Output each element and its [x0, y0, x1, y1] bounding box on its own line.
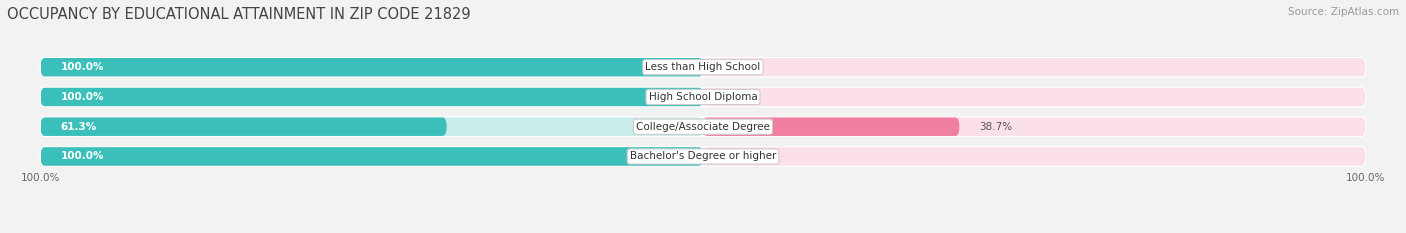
Text: 61.3%: 61.3% — [60, 122, 97, 132]
Text: 100.0%: 100.0% — [60, 62, 104, 72]
FancyBboxPatch shape — [703, 58, 1365, 76]
FancyBboxPatch shape — [41, 88, 1365, 106]
Text: OCCUPANCY BY EDUCATIONAL ATTAINMENT IN ZIP CODE 21829: OCCUPANCY BY EDUCATIONAL ATTAINMENT IN Z… — [7, 7, 471, 22]
FancyBboxPatch shape — [41, 147, 703, 166]
FancyBboxPatch shape — [41, 58, 1365, 76]
Text: 100.0%: 100.0% — [21, 173, 60, 183]
FancyBboxPatch shape — [703, 117, 959, 136]
FancyBboxPatch shape — [41, 147, 1365, 166]
FancyBboxPatch shape — [41, 88, 703, 106]
Text: 100.0%: 100.0% — [60, 151, 104, 161]
FancyBboxPatch shape — [703, 88, 1365, 106]
Text: Source: ZipAtlas.com: Source: ZipAtlas.com — [1288, 7, 1399, 17]
Text: 38.7%: 38.7% — [979, 122, 1012, 132]
FancyBboxPatch shape — [41, 58, 703, 76]
FancyBboxPatch shape — [41, 147, 703, 166]
Text: 100.0%: 100.0% — [60, 92, 104, 102]
FancyBboxPatch shape — [41, 117, 1365, 136]
Legend: Owner-occupied, Renter-occupied: Owner-occupied, Renter-occupied — [582, 230, 824, 233]
Text: High School Diploma: High School Diploma — [648, 92, 758, 102]
FancyBboxPatch shape — [41, 58, 703, 76]
Text: College/Associate Degree: College/Associate Degree — [636, 122, 770, 132]
FancyBboxPatch shape — [703, 147, 1365, 166]
FancyBboxPatch shape — [41, 117, 447, 136]
FancyBboxPatch shape — [41, 117, 703, 136]
FancyBboxPatch shape — [703, 117, 1365, 136]
FancyBboxPatch shape — [41, 88, 703, 106]
Text: Less than High School: Less than High School — [645, 62, 761, 72]
Text: 100.0%: 100.0% — [1346, 173, 1385, 183]
Text: Bachelor's Degree or higher: Bachelor's Degree or higher — [630, 151, 776, 161]
